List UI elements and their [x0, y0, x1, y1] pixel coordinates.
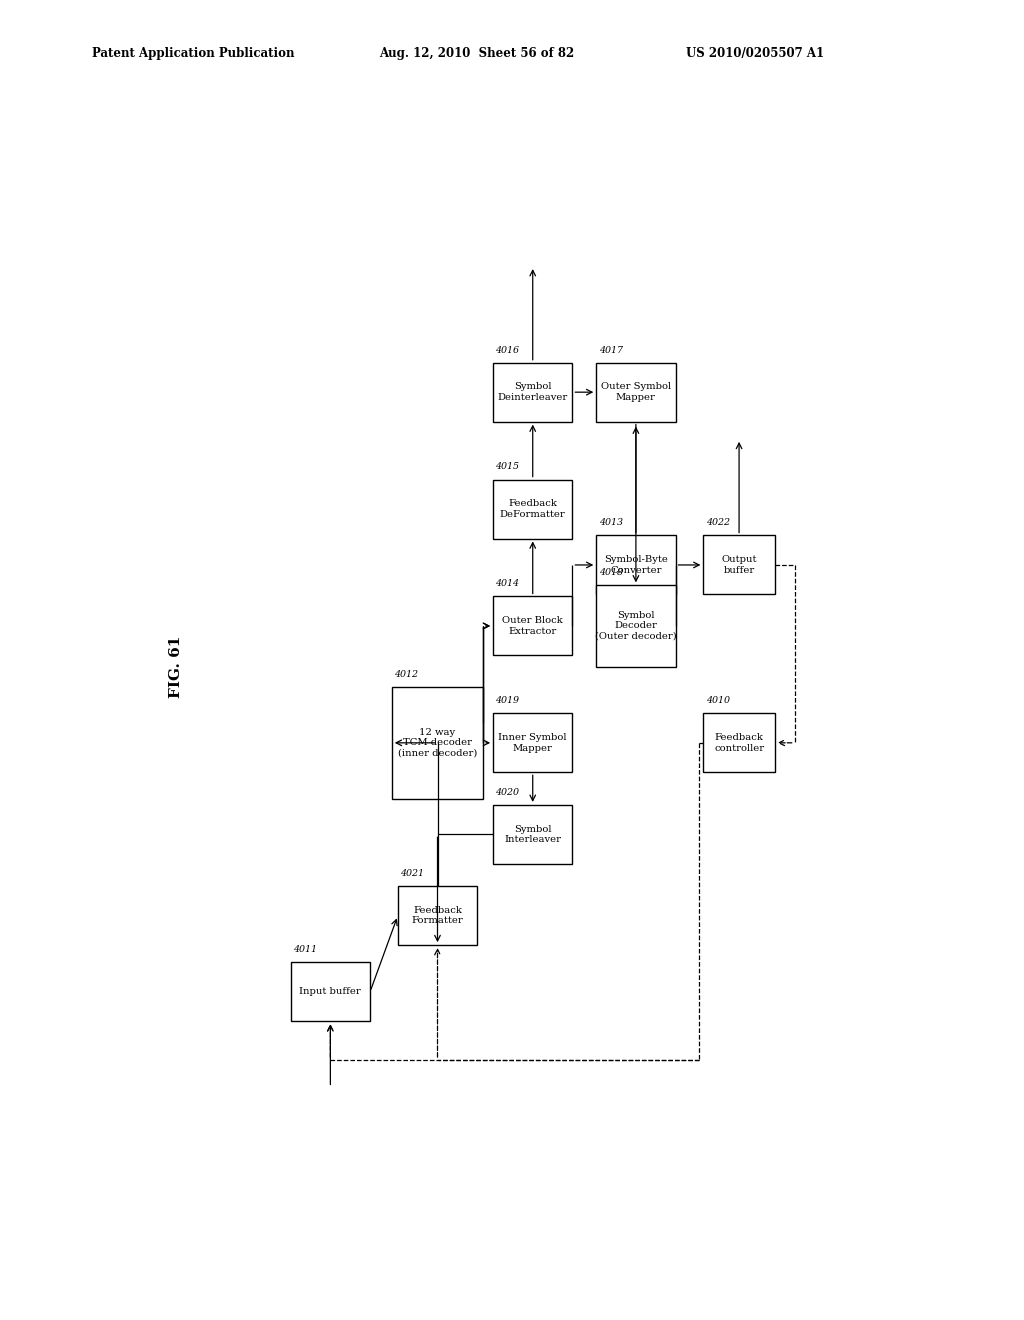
Text: US 2010/0205507 A1: US 2010/0205507 A1: [686, 46, 824, 59]
Text: FIG. 61: FIG. 61: [169, 635, 182, 698]
Text: 4019: 4019: [496, 696, 519, 705]
Text: Feedback
controller: Feedback controller: [714, 733, 764, 752]
Text: 4010: 4010: [706, 696, 730, 705]
Bar: [392, 686, 483, 799]
Text: 4017: 4017: [599, 346, 623, 355]
Text: Output
buffer: Output buffer: [721, 556, 757, 574]
Text: Inner Symbol
Mapper: Inner Symbol Mapper: [499, 733, 567, 752]
Text: 4011: 4011: [293, 945, 317, 954]
Text: 4016: 4016: [496, 346, 519, 355]
Bar: [703, 536, 775, 594]
Text: Symbol
Decoder
(Outer decoder): Symbol Decoder (Outer decoder): [595, 611, 677, 640]
Text: 4018: 4018: [599, 568, 623, 577]
Text: Symbol
Interleaver: Symbol Interleaver: [504, 825, 561, 843]
Text: 4020: 4020: [496, 788, 519, 797]
Bar: [494, 479, 572, 539]
Bar: [596, 585, 676, 667]
Text: Feedback
Formatter: Feedback Formatter: [412, 906, 464, 925]
Text: 4015: 4015: [496, 462, 519, 471]
Text: 4013: 4013: [599, 519, 623, 528]
Text: Symbol
Deinterleaver: Symbol Deinterleaver: [498, 383, 568, 401]
Bar: [494, 805, 572, 863]
Text: Outer Block
Extractor: Outer Block Extractor: [503, 616, 563, 636]
Bar: [596, 536, 676, 594]
Bar: [397, 886, 477, 945]
Text: Feedback
DeFormatter: Feedback DeFormatter: [500, 499, 565, 519]
Bar: [596, 363, 676, 421]
Bar: [494, 713, 572, 772]
Text: Symbol-Byte
Converter: Symbol-Byte Converter: [604, 556, 668, 574]
Bar: [494, 597, 572, 656]
Text: 4012: 4012: [394, 669, 418, 678]
Bar: [494, 363, 572, 421]
Text: Patent Application Publication: Patent Application Publication: [92, 46, 295, 59]
Text: 4022: 4022: [706, 519, 730, 528]
Text: 4021: 4021: [400, 869, 424, 878]
Text: Input buffer: Input buffer: [299, 987, 361, 997]
Text: 4014: 4014: [496, 579, 519, 589]
Text: Aug. 12, 2010  Sheet 56 of 82: Aug. 12, 2010 Sheet 56 of 82: [379, 46, 574, 59]
Text: Outer Symbol
Mapper: Outer Symbol Mapper: [601, 383, 671, 401]
Bar: [703, 713, 775, 772]
Bar: [291, 962, 370, 1022]
Text: 12 way
TCM decoder
(inner decoder): 12 way TCM decoder (inner decoder): [397, 727, 477, 758]
